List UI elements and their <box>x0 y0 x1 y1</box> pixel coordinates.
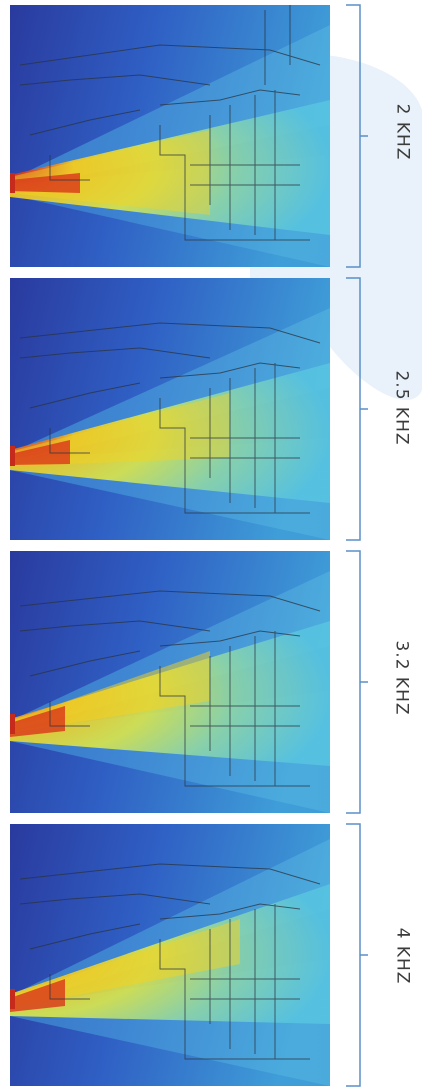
frequency-label-2khz: 2 KHZ <box>392 103 413 161</box>
acoustic-field-image <box>10 824 330 1086</box>
field-plot-panel-2khz <box>10 5 330 267</box>
frequency-label-4khz: 4 KHZ <box>392 927 413 985</box>
acoustic-field-image <box>10 551 330 813</box>
acoustic-field-image <box>10 5 330 267</box>
acoustic-field-image <box>10 278 330 540</box>
field-plot-panel-3-2khz <box>10 551 330 813</box>
field-plot-panel-2-5khz <box>10 278 330 540</box>
frequency-label-3-2khz: 3.2 KHZ <box>392 640 412 716</box>
panel-bracket-3-2khz <box>346 550 368 814</box>
frequency-label-2-5khz: 2.5 KHZ <box>392 370 412 446</box>
panel-bracket-4khz <box>346 823 368 1087</box>
field-plot-panel-4khz <box>10 824 330 1086</box>
panel-bracket-2-5khz <box>346 277 368 541</box>
panel-bracket-2khz <box>346 4 368 268</box>
